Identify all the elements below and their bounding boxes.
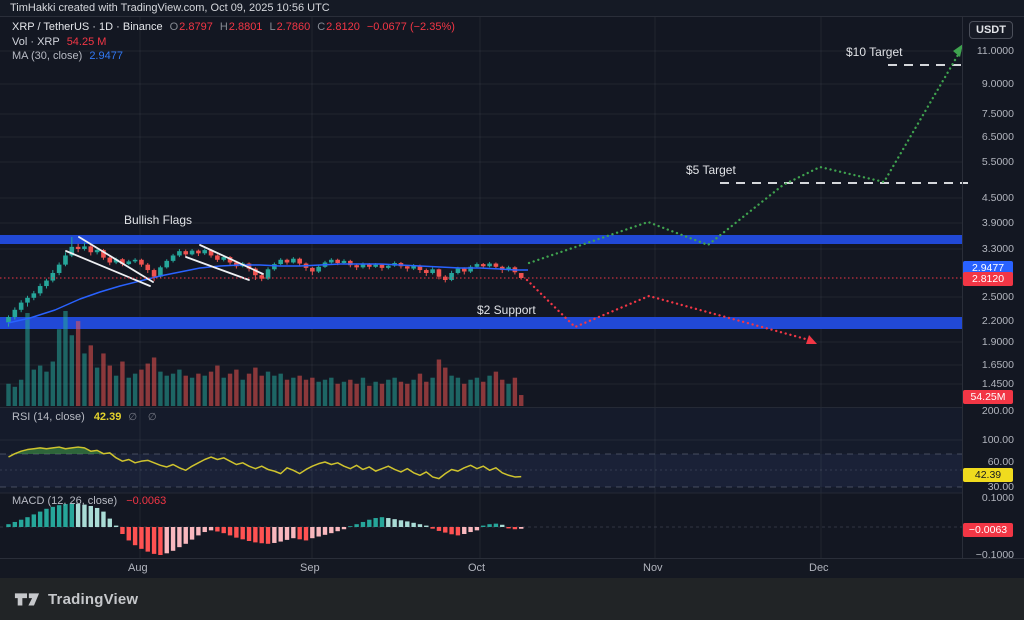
symbol-title[interactable]: XRP / TetherUS · 1D · Binance bbox=[12, 21, 163, 33]
price-axis-label: 1.6500 bbox=[981, 359, 1014, 371]
price-axis-label: 1.9000 bbox=[981, 336, 1014, 348]
currency-toggle-button[interactable]: USDT bbox=[969, 21, 1013, 39]
footer-bar: TradingView bbox=[0, 578, 1024, 620]
price-axis-badge: 2.9477 bbox=[963, 261, 1013, 275]
macd-legend: MACD (12, 26, close) −0.0063 bbox=[12, 495, 166, 507]
legend-row-ma: MA (30, close) 2.9477 bbox=[12, 49, 455, 63]
volume-label[interactable]: Vol · XRP bbox=[12, 36, 60, 48]
low-value: L 2.7860 bbox=[269, 21, 311, 33]
price-axis-label: 3.9000 bbox=[981, 217, 1014, 229]
tradingview-logo-icon[interactable] bbox=[14, 589, 40, 609]
close-value: C 2.8120 bbox=[317, 21, 360, 33]
time-axis-label[interactable]: Sep bbox=[300, 562, 320, 574]
price-axis-label: 2.2000 bbox=[981, 315, 1014, 327]
price-axis-badge: 54.25M bbox=[963, 390, 1013, 404]
legend-row-volume: Vol · XRP 54.25 M bbox=[12, 35, 455, 49]
price-axis-label: 4.5000 bbox=[981, 192, 1014, 204]
price-axis-label: 2.5000 bbox=[981, 291, 1014, 303]
price-axis-badge: 42.39 bbox=[963, 468, 1013, 482]
price-axis-badge: 2.8120 bbox=[963, 272, 1013, 286]
rsi-hidden-toggle-icon[interactable]: ∅ ∅ bbox=[128, 412, 161, 423]
rsi-label[interactable]: RSI (14, close) bbox=[12, 411, 85, 423]
rsi-value: 42.39 bbox=[93, 411, 122, 423]
price-axis-badge: −0.0063 bbox=[963, 523, 1013, 537]
price-axis-label: 11.0000 bbox=[976, 45, 1014, 57]
price-axis-label: −0.1000 bbox=[975, 549, 1014, 561]
price-axis-label: 200.00 bbox=[981, 405, 1014, 417]
time-axis-label[interactable]: Oct bbox=[468, 562, 486, 574]
annotation-2-support[interactable]: $2 Support bbox=[477, 303, 536, 317]
high-value: H 2.8801 bbox=[219, 21, 263, 33]
open-value: O 2.8797 bbox=[169, 21, 213, 33]
price-axis-label: 3.3000 bbox=[981, 243, 1014, 255]
attribution-text: TimHakki created with TradingView.com, O… bbox=[10, 2, 330, 14]
time-axis-label[interactable]: Aug bbox=[128, 562, 148, 574]
price-axis-label: 100.00 bbox=[981, 434, 1014, 446]
price-axis-label: 9.0000 bbox=[981, 78, 1014, 90]
ma-label[interactable]: MA (30, close) bbox=[12, 50, 83, 62]
macd-value: −0.0063 bbox=[126, 495, 167, 507]
rsi-legend: RSI (14, close) 42.39 ∅ ∅ bbox=[12, 411, 161, 423]
price-axis-label: 6.5000 bbox=[981, 131, 1014, 143]
change-value: −0.0677 (−2.35%) bbox=[366, 21, 455, 33]
price-axis-label: 60.00 bbox=[987, 456, 1014, 468]
ma-value: 2.9477 bbox=[89, 50, 123, 62]
price-axis-label: 1.4500 bbox=[981, 378, 1014, 390]
time-axis-label[interactable]: Nov bbox=[643, 562, 663, 574]
annotation-bullish-flags[interactable]: Bullish Flags bbox=[124, 213, 193, 227]
price-axis-label: 0.1000 bbox=[981, 492, 1014, 504]
macd-label[interactable]: MACD (12, 26, close) bbox=[12, 495, 118, 507]
annotation-5-target[interactable]: $5 Target bbox=[686, 163, 736, 177]
price-axis-label: 30.00 bbox=[987, 481, 1014, 493]
tradingview-brand-text[interactable]: TradingView bbox=[48, 590, 139, 608]
attribution-bar: TimHakki created with TradingView.com, O… bbox=[0, 0, 1024, 17]
time-axis[interactable] bbox=[0, 558, 1024, 578]
annotation-10-target[interactable]: $10 Target bbox=[846, 45, 903, 59]
price-axis-label: 5.5000 bbox=[981, 156, 1014, 168]
volume-value: 54.25 M bbox=[66, 36, 107, 48]
price-axis-label: 7.5000 bbox=[981, 108, 1014, 120]
time-axis-label[interactable]: Dec bbox=[809, 562, 829, 574]
